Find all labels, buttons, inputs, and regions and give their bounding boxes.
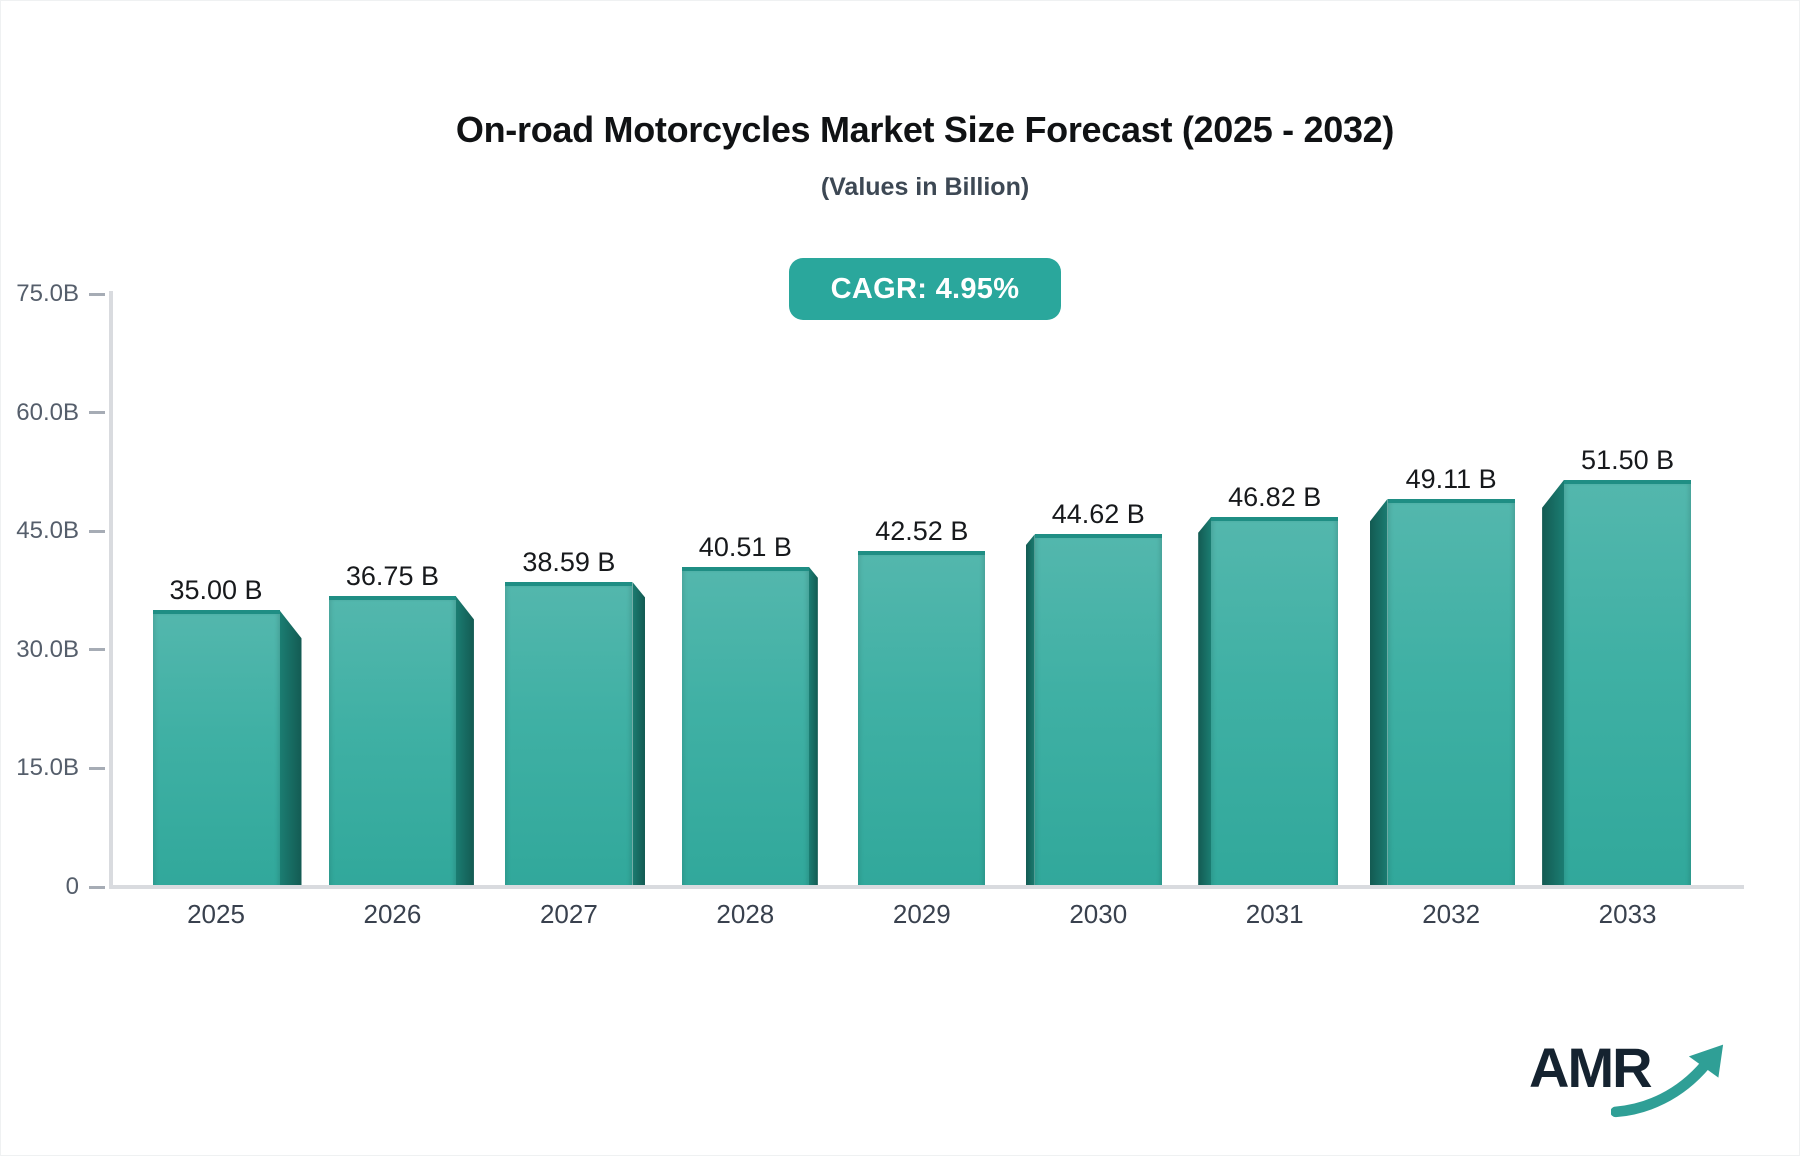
x-tick-label-2026: 2026 (363, 899, 422, 929)
y-tick-mark (89, 648, 105, 652)
bar-value-label: 35.00 B (169, 575, 263, 606)
chart-title: On-road Motorcycles Market Size Forecast… (455, 109, 1395, 150)
bar-face (1034, 534, 1162, 887)
bar-side-panel (455, 596, 474, 887)
bar-face (1387, 498, 1515, 887)
y-tick-label: 60.0B (16, 398, 79, 426)
y-tick-label: 0 (65, 873, 79, 900)
y-tick-label: 30.0B (16, 635, 79, 663)
bar-face (152, 610, 280, 887)
bar-value-label: 40.51 B (698, 531, 792, 562)
x-tick-label-2031: 2031 (1245, 899, 1304, 929)
x-tick-label-2027: 2027 (539, 899, 598, 929)
amr-logo-text: AMR (1529, 1036, 1653, 1099)
x-tick-label-2029: 2029 (892, 899, 951, 929)
x-tick-label-2028: 2028 (716, 899, 775, 929)
y-tick-label: 45.0B (16, 517, 79, 545)
x-tick-label-2025: 2025 (187, 899, 245, 929)
bar-value-label: 44.62 B (1051, 499, 1145, 530)
bar-face (505, 581, 633, 887)
bar-side-panel (279, 610, 302, 887)
y-tick-label: 15.0B (16, 754, 79, 782)
bar-value-label: 36.75 B (345, 561, 439, 592)
growth-arrow-icon (1611, 1044, 1724, 1118)
bar-face (858, 550, 986, 887)
bar-value-label: 38.59 B (522, 546, 616, 577)
bar-face (1211, 516, 1339, 887)
amr-logo: AMR (1529, 1027, 1729, 1118)
y-tick-label: 75.0B (16, 280, 79, 307)
y-tick-mark (89, 411, 105, 415)
bar-value-label: 51.50 B (1581, 444, 1675, 475)
bar-side-panel (808, 566, 818, 887)
bar-side-panel (632, 581, 646, 887)
y-axis-line (109, 291, 113, 889)
bar-side-panel (1369, 498, 1388, 887)
y-tick-mark (89, 292, 105, 296)
y-tick-mark (89, 766, 105, 770)
bar-value-label: 46.82 B (1228, 481, 1322, 512)
bar-value-label: 49.11 B (1405, 463, 1497, 494)
bar-side-panel (1542, 479, 1565, 887)
x-tick-label-2033: 2033 (1598, 899, 1657, 929)
bar-value-label: 42.52 B (875, 515, 969, 546)
y-tick-mark (89, 529, 105, 533)
x-axis-line (109, 885, 1744, 889)
bar-face (328, 596, 456, 887)
x-tick-label-2030: 2030 (1069, 899, 1128, 929)
cagr-badge: CAGR: 4.95% (789, 258, 1061, 320)
bar-face (1564, 479, 1692, 887)
bar-face (681, 566, 809, 887)
x-tick-label-2032: 2032 (1422, 899, 1481, 929)
bar-side-panel (1198, 516, 1212, 887)
y-tick-mark (89, 885, 105, 889)
bar-side-panel (1025, 534, 1035, 887)
chart-subtitle: (Values in Billion) (820, 173, 1030, 201)
